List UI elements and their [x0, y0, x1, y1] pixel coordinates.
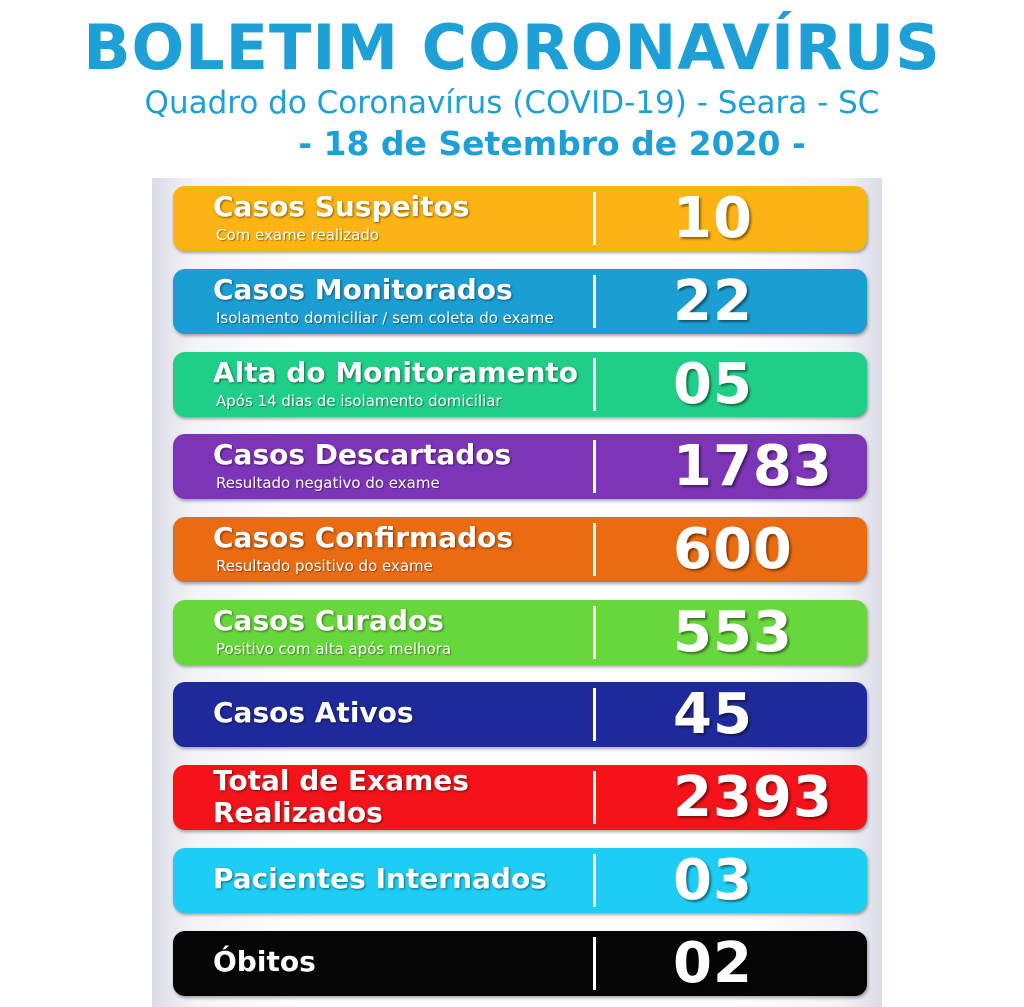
row-divider [593, 192, 596, 245]
stat-label: Casos Descartados [213, 438, 512, 471]
stat-value: 553 [673, 600, 793, 665]
stat-row-confirmados: Casos Confirmados Resultado positivo do … [173, 517, 867, 582]
stat-label: Pacientes Internados [213, 862, 547, 895]
bulletin-date: - 18 de Setembro de 2020 - [298, 124, 806, 163]
row-divider [593, 523, 596, 576]
stat-label: Alta do Monitoramento [213, 356, 578, 389]
stat-description: Resultado positivo do exame [216, 557, 433, 575]
stat-value: 600 [673, 517, 793, 582]
row-divider [593, 688, 596, 741]
stat-row-internados: Pacientes Internados 03 [173, 848, 867, 913]
stat-row-total-exames: Total de Exames Realizados 2393 [173, 765, 867, 830]
stat-label: Casos Ativos [213, 696, 414, 729]
row-divider [593, 854, 596, 907]
stat-row-ativos: Casos Ativos 45 [173, 682, 867, 747]
page-title: BOLETIM CORONAVÍRUS [83, 11, 941, 84]
stat-value: 2393 [673, 765, 833, 830]
stat-label: Casos Curados [213, 604, 444, 637]
stat-value: 1783 [673, 434, 833, 499]
row-divider [593, 771, 596, 824]
stat-value: 45 [673, 682, 753, 747]
stat-row-monitorados: Casos Monitorados Isolamento domiciliar … [173, 269, 867, 334]
stat-value: 05 [673, 352, 753, 417]
stat-description: Positivo com alta após melhora [216, 640, 452, 658]
stat-label: Total de Exames Realizados [213, 764, 469, 829]
stat-label: Casos Confirmados [213, 521, 514, 554]
stat-value: 22 [673, 269, 753, 334]
stat-row-descartados: Casos Descartados Resultado negativo do … [173, 434, 867, 499]
stat-label: Casos Suspeitos [213, 190, 470, 223]
row-divider [593, 440, 596, 493]
stat-description: Após 14 dias de isolamento domiciliar [216, 392, 502, 410]
stat-row-curados: Casos Curados Positivo com alta após mel… [173, 600, 867, 665]
stat-row-suspeitos: Casos Suspeitos Com exame realizado 10 [173, 186, 867, 251]
stat-description: Com exame realizado [216, 226, 380, 244]
stat-description: Resultado negativo do exame [216, 474, 440, 492]
stat-row-obitos: Óbitos 02 [173, 931, 867, 996]
row-divider [593, 358, 596, 411]
stat-value: 02 [673, 931, 753, 996]
stat-value: 03 [673, 848, 753, 913]
row-divider [593, 275, 596, 328]
row-divider [593, 606, 596, 659]
row-divider [593, 937, 596, 990]
stat-description: Isolamento domiciliar / sem coleta do ex… [216, 309, 554, 327]
stat-label: Óbitos [213, 945, 316, 978]
stat-value: 10 [673, 186, 753, 251]
stat-label: Casos Monitorados [213, 273, 513, 306]
stat-row-alta-monitoramento: Alta do Monitoramento Após 14 dias de is… [173, 352, 867, 417]
page-subtitle: Quadro do Coronavírus (COVID-19) - Seara… [144, 85, 880, 121]
